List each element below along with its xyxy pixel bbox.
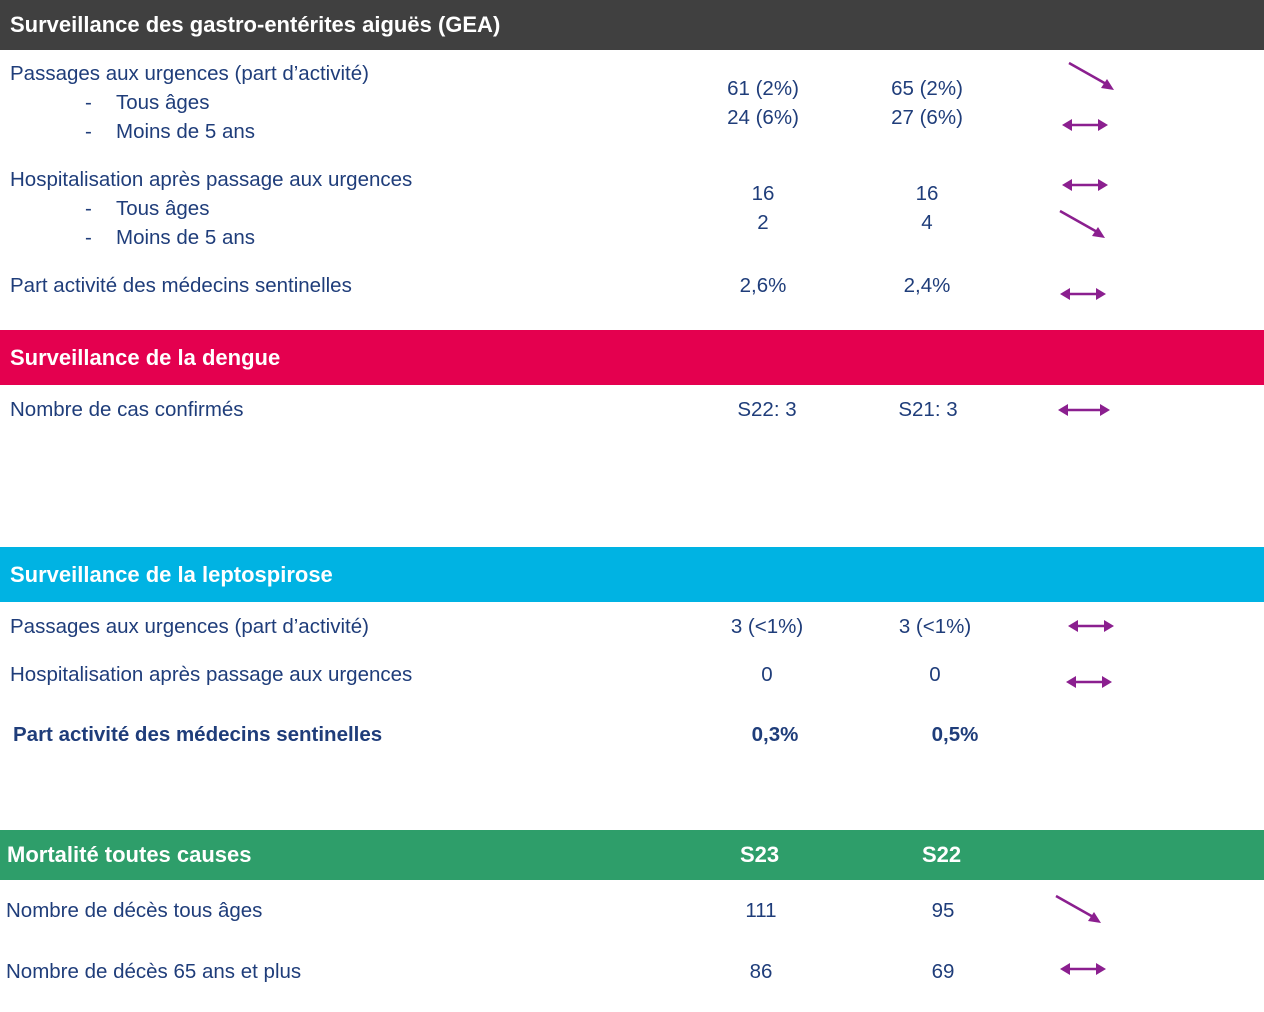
dengue-title: Surveillance de la dengue [10,344,281,370]
trend-down-arrow-icon [1068,61,1114,90]
trend-stable-arrow-icon [1062,119,1108,131]
dengue-cas-s21: S21: 3 [898,398,958,421]
gea-medecins-s23: 2,6% [739,274,787,297]
lepto-passages-label: Passages aux urgences (part d’activité) [10,615,369,638]
gea-passages-tous-s22: 65 (2%) [891,77,963,100]
mortalite-tous-s22: 95 [931,899,955,922]
gea-dash: - [85,91,92,114]
lepto-medecins-label: Part activité des médecins sentinelles [13,723,383,746]
trend-down-arrow-icon [1059,209,1105,238]
gea-passages-moins5-s22: 27 (6%) [891,106,963,129]
gea-hosp-label: Hospitalisation après passage aux urgenc… [10,168,413,191]
gea-passages-moins5-s23: 24 (6%) [727,106,799,129]
lepto-header: Surveillance de la leptospirose [0,547,1264,602]
mortalite-col-s23: S23 [740,842,780,867]
lepto-title: Surveillance de la leptospirose [10,561,333,587]
gea-dash: - [85,226,92,249]
dengue-header: Surveillance de la dengue [0,330,1264,385]
mortalite-header: Mortalité toutes causes S23 S22 [0,830,1264,880]
gea-dash: - [85,197,92,220]
gea-hosp-moins5-s22: 4 [921,211,933,234]
gea-hosp-tous-label: Tous âges [116,197,210,220]
gea-medecins-label: Part activité des médecins sentinelles [10,274,352,297]
dengue-cas-s22: S22: 3 [737,398,797,421]
mortalite-tous-s23: 111 [745,899,777,922]
mortalite-65-s22: 69 [931,960,955,983]
lepto-medecins-s23: 0,3% [751,723,799,746]
mortalite-tous-label: Nombre de décès tous âges [6,899,263,922]
gea-dash: - [85,120,92,143]
lepto-medecins-s22: 0,5% [931,723,979,746]
gea-passages-tous-s23: 61 (2%) [727,77,799,100]
mortalite-65-label: Nombre de décès 65 ans et plus [6,960,302,983]
lepto-passages-s23: 3 (<1%) [730,615,804,638]
lepto-passages-s22: 3 (<1%) [898,615,972,638]
gea-hosp-tous-s22: 16 [915,182,939,205]
mortalite-col-s22: S22 [922,842,962,867]
gea-passages-label: Passages aux urgences (part d’activité) [10,62,369,85]
gea-hosp-tous-s23: 16 [751,182,775,205]
gea-medecins-s22: 2,4% [903,274,951,297]
mortalite-65-s23: 86 [749,960,773,983]
lepto-hosp-label: Hospitalisation après passage aux urgenc… [10,663,413,686]
trend-stable-arrow-icon [1062,179,1108,191]
gea-passages-tous-label: Tous âges [116,91,210,114]
trend-stable-arrow-icon [1060,288,1106,300]
trend-down-arrow-icon [1055,894,1101,923]
gea-title: Surveillance des gastro-entérites aiguës… [10,12,501,37]
trend-stable-arrow-icon [1068,620,1114,632]
gea-hosp-moins5-label: Moins de 5 ans [116,226,256,249]
lepto-hosp-s23: 0 [761,663,773,686]
gea-hosp-moins5-s23: 2 [757,211,769,234]
trend-stable-arrow-icon [1066,676,1112,688]
mortalite-title: Mortalité toutes causes [7,842,252,867]
gea-header: Surveillance des gastro-entérites aiguës… [0,0,1264,50]
lepto-hosp-s22: 0 [929,663,941,686]
gea-passages-moins5-label: Moins de 5 ans [116,120,256,143]
trend-stable-arrow-icon [1060,963,1106,975]
trend-stable-arrow-icon [1058,404,1110,416]
dengue-cas-label: Nombre de cas confirmés [10,398,244,421]
